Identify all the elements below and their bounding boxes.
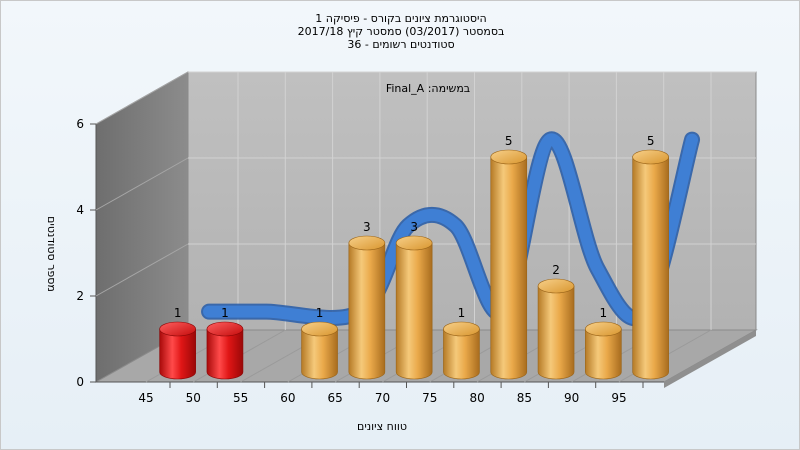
bar-labels: 1 1 1 3 3 1 5 2 1 5	[174, 134, 655, 320]
x-tick-label: 70	[375, 391, 390, 405]
x-tick-label: 95	[611, 391, 626, 405]
bar-value-label: 1	[458, 306, 466, 320]
bar-body	[490, 156, 528, 380]
bar-body	[348, 242, 386, 380]
bar-value-label: 1	[600, 306, 608, 320]
bar-body	[632, 156, 669, 380]
bar-top	[206, 321, 244, 337]
bar-body	[537, 285, 575, 380]
front-edge	[664, 330, 756, 388]
chart-title-line-3: סטודנטים רשומים - 36	[347, 38, 455, 51]
y-tick-label: 2	[76, 289, 84, 303]
bar-body	[395, 242, 433, 380]
bar-top	[585, 321, 622, 337]
bar	[395, 235, 433, 380]
y-tick-label: 0	[76, 375, 84, 389]
bar	[348, 235, 386, 380]
gridline-side	[95, 243, 189, 297]
bar-top	[537, 278, 575, 294]
x-tick-label: 75	[422, 391, 437, 405]
bar	[537, 278, 575, 380]
bar-top	[443, 321, 480, 337]
annotation-label: במשימה: Final_A	[386, 82, 470, 95]
chart-title-line-2: בסמסטר (03/2017) סמסטר קיץ 2017/18	[297, 25, 505, 38]
bar-body	[301, 328, 338, 380]
bar-body	[159, 328, 196, 380]
x-tick-label: 85	[517, 391, 532, 405]
bar	[206, 321, 244, 380]
x-axis-title: טווח ציונים	[357, 420, 407, 433]
x-tick-label: 65	[328, 391, 343, 405]
y-tick-label: 6	[76, 117, 84, 131]
bar	[490, 149, 528, 380]
bar-top	[490, 149, 528, 165]
bar	[443, 321, 480, 380]
y-axis-title: מספר סטודנטים	[45, 216, 58, 292]
bar-top	[395, 235, 433, 251]
x-tick-label: 80	[469, 391, 484, 405]
bars	[159, 149, 669, 380]
bar-top	[632, 149, 669, 165]
x-tick-label: 55	[233, 391, 248, 405]
bar-body	[443, 328, 480, 380]
tick-labels: 0 2 4 6 45 50 55 60 65 70 75 80 85 90 95	[76, 117, 644, 405]
bar	[632, 149, 669, 380]
bar-top	[348, 235, 386, 251]
bar-value-label: 3	[410, 220, 418, 234]
bar	[301, 321, 338, 380]
trend-curve	[201, 131, 701, 326]
bar-value-label: 1	[316, 306, 324, 320]
curve-ribbon	[203, 133, 699, 325]
x-tick-label: 50	[186, 391, 201, 405]
gridline-side	[95, 157, 189, 211]
x-tick-label: 60	[280, 391, 295, 405]
bar-value-label: 5	[647, 134, 655, 148]
bar-value-label: 1	[221, 306, 229, 320]
bar	[585, 321, 622, 380]
y-tick-label: 4	[76, 203, 84, 217]
bar-body	[585, 328, 622, 380]
bar-value-label: 1	[174, 306, 182, 320]
bar-value-label: 2	[552, 263, 560, 277]
bar-top	[301, 321, 338, 337]
bar-body	[206, 328, 244, 380]
x-tick-label: 45	[138, 391, 153, 405]
chart-title: היסטוגרמת ציונים בקורס - פיסיקה 1 בסמסטר…	[1, 12, 800, 51]
bar-value-label: 5	[505, 134, 513, 148]
x-tick-label: 90	[564, 391, 579, 405]
bar-value-label: 3	[363, 220, 371, 234]
bar	[159, 321, 196, 380]
bar-top	[159, 321, 196, 337]
gridline-side	[95, 71, 189, 125]
chart-title-line-1: היסטוגרמת ציונים בקורס - פיסיקה 1	[315, 12, 487, 25]
